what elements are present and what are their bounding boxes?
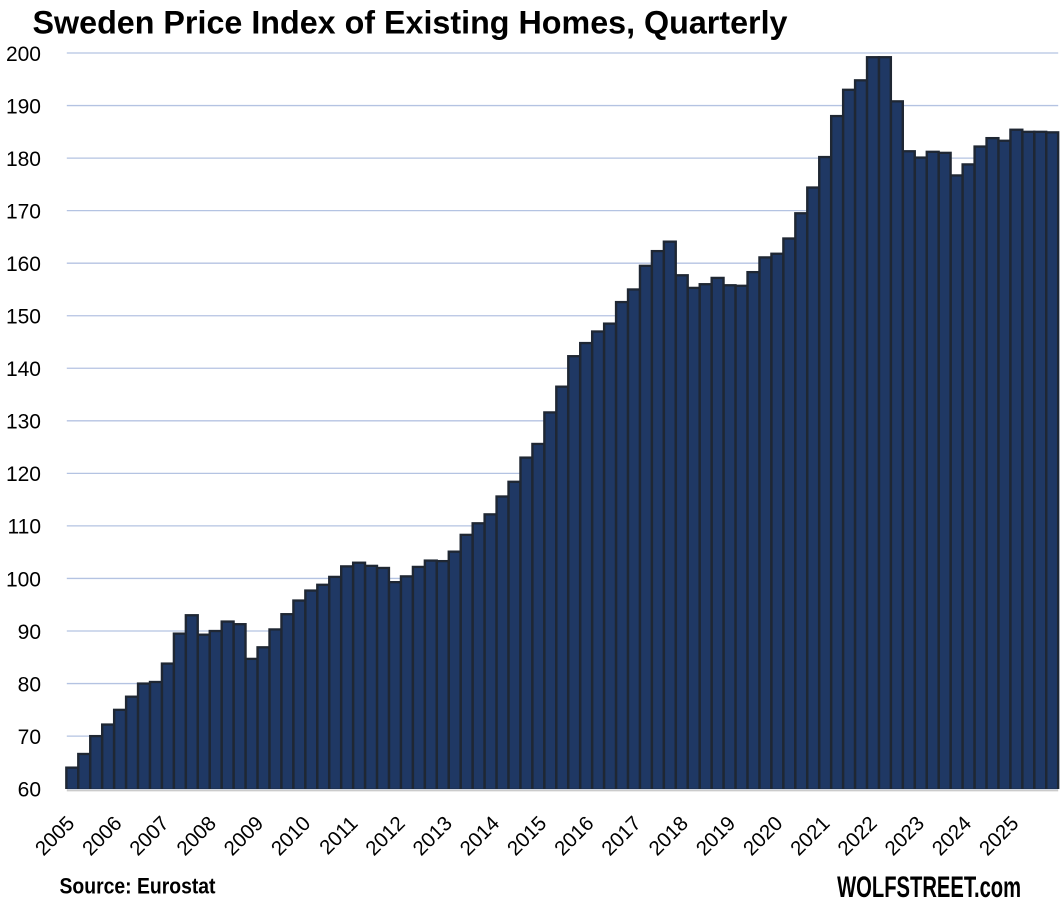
svg-text:Source: Eurostat: Source: Eurostat [60, 874, 216, 899]
svg-text:160: 160 [6, 253, 41, 276]
svg-text:140: 140 [6, 358, 41, 381]
svg-text:190: 190 [6, 95, 41, 118]
svg-text:60: 60 [18, 778, 41, 801]
svg-text:WOLFSTREET.com: WOLFSTREET.com [837, 871, 1021, 904]
svg-text:180: 180 [6, 148, 41, 171]
svg-text:90: 90 [18, 621, 41, 644]
svg-text:80: 80 [18, 673, 41, 696]
svg-text:Sweden Price Index of Existing: Sweden Price Index of Existing Homes, Qu… [33, 5, 788, 41]
svg-text:200: 200 [6, 43, 41, 66]
svg-text:130: 130 [6, 411, 41, 434]
svg-text:120: 120 [6, 463, 41, 486]
svg-text:170: 170 [6, 200, 41, 223]
svg-text:150: 150 [6, 306, 41, 329]
svg-text:110: 110 [8, 516, 41, 539]
svg-text:70: 70 [18, 726, 41, 749]
svg-text:100: 100 [6, 568, 41, 591]
